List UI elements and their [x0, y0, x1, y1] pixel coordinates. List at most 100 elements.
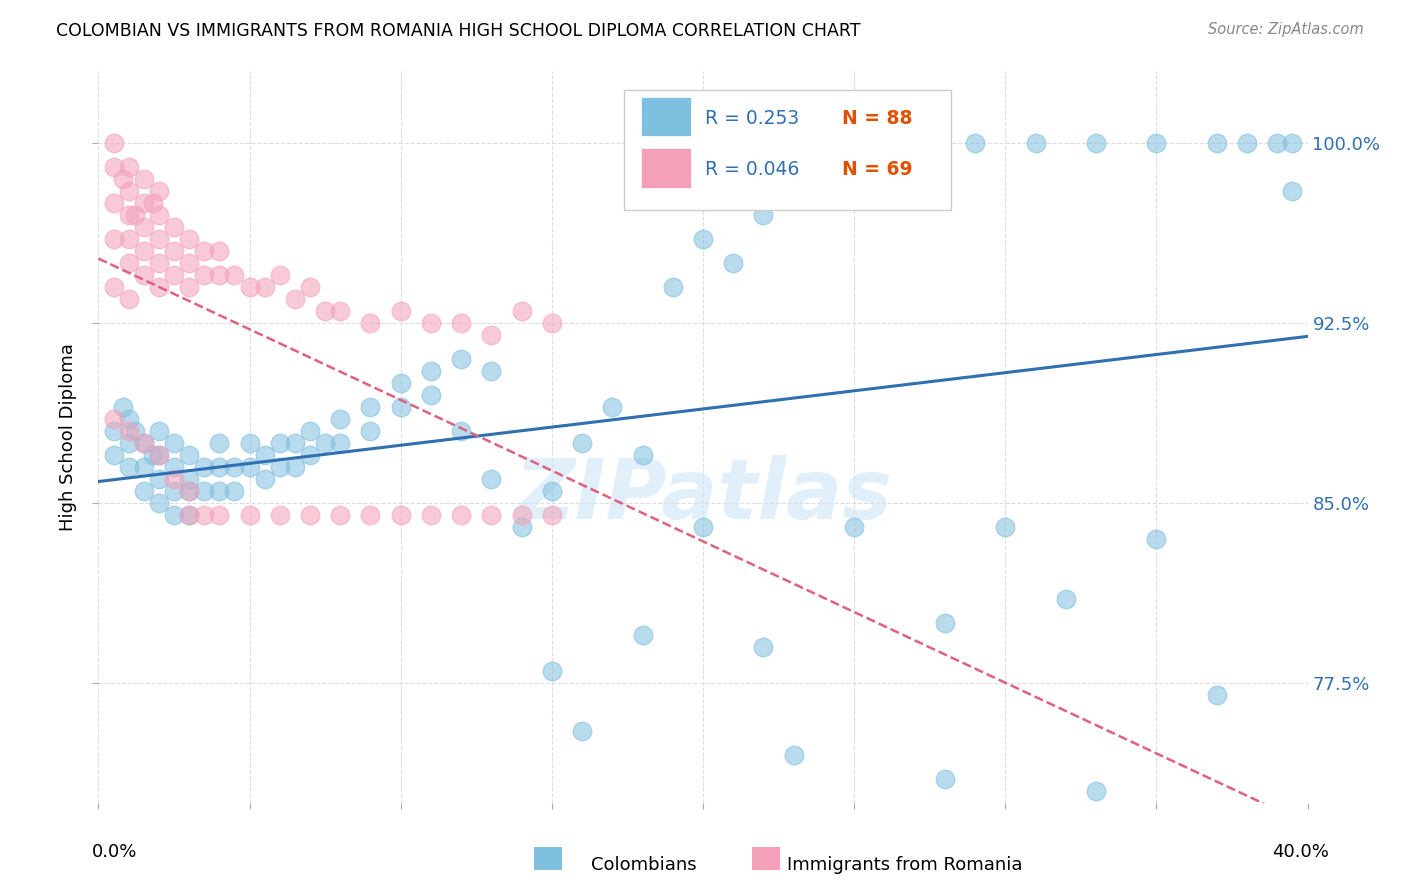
Point — [1206, 688, 1229, 702]
Point — [239, 460, 262, 475]
Point — [103, 412, 125, 426]
Point — [132, 483, 155, 498]
Point — [1144, 532, 1167, 546]
Point — [420, 508, 443, 522]
Point — [118, 208, 141, 222]
FancyBboxPatch shape — [641, 97, 690, 136]
Point — [510, 508, 533, 522]
Point — [208, 508, 231, 522]
Point — [132, 196, 155, 211]
Point — [299, 280, 322, 294]
Point — [179, 256, 201, 270]
Point — [450, 316, 472, 330]
Point — [208, 268, 231, 283]
Point — [124, 208, 146, 222]
Point — [420, 364, 443, 378]
Point — [965, 136, 987, 151]
Text: 0.0%: 0.0% — [91, 843, 136, 861]
Point — [540, 664, 562, 678]
Point — [994, 520, 1017, 534]
Point — [420, 388, 443, 402]
Point — [360, 316, 382, 330]
Point — [148, 472, 170, 486]
Point — [329, 436, 352, 450]
Point — [253, 472, 276, 486]
Point — [389, 400, 412, 414]
Point — [783, 747, 806, 762]
Point — [510, 520, 533, 534]
Point — [148, 424, 170, 438]
Point — [163, 244, 186, 259]
Point — [179, 280, 201, 294]
Point — [103, 424, 125, 438]
Point — [193, 268, 215, 283]
Point — [631, 628, 654, 642]
Point — [224, 460, 246, 475]
Point — [1236, 136, 1258, 151]
Point — [253, 280, 276, 294]
Point — [193, 244, 215, 259]
Point — [111, 400, 134, 414]
Point — [450, 424, 472, 438]
Point — [208, 483, 231, 498]
Point — [389, 304, 412, 318]
Point — [239, 508, 262, 522]
FancyBboxPatch shape — [624, 90, 950, 211]
Point — [481, 508, 503, 522]
Point — [1281, 136, 1303, 151]
Point — [132, 436, 155, 450]
Point — [1054, 591, 1077, 606]
Point — [132, 244, 155, 259]
Point — [692, 232, 714, 246]
Point — [239, 280, 262, 294]
Point — [299, 424, 322, 438]
Text: Colombians: Colombians — [591, 856, 696, 874]
Point — [844, 520, 866, 534]
Point — [420, 316, 443, 330]
Point — [481, 328, 503, 343]
Point — [1085, 784, 1108, 798]
Point — [208, 244, 231, 259]
Point — [360, 400, 382, 414]
Point — [118, 436, 141, 450]
Point — [299, 448, 322, 462]
Point — [661, 280, 683, 294]
Point — [163, 220, 186, 235]
Point — [571, 436, 593, 450]
Text: ZIPatlas: ZIPatlas — [515, 455, 891, 536]
Point — [193, 508, 215, 522]
Point — [118, 161, 141, 175]
Point — [179, 483, 201, 498]
Point — [844, 172, 866, 186]
Point — [269, 268, 291, 283]
Point — [481, 472, 503, 486]
Point — [360, 508, 382, 522]
Point — [934, 772, 956, 786]
Point — [269, 436, 291, 450]
Point — [103, 280, 125, 294]
Point — [284, 292, 307, 306]
Point — [118, 232, 141, 246]
Point — [132, 460, 155, 475]
Point — [752, 640, 775, 654]
Point — [314, 304, 336, 318]
Point — [179, 232, 201, 246]
Point — [103, 136, 125, 151]
Point — [111, 172, 134, 186]
Point — [118, 256, 141, 270]
Point — [1206, 136, 1229, 151]
Y-axis label: High School Diploma: High School Diploma — [59, 343, 77, 531]
Point — [602, 400, 624, 414]
Point — [1281, 184, 1303, 198]
Point — [193, 460, 215, 475]
Point — [193, 483, 215, 498]
Point — [142, 196, 165, 211]
Point — [329, 304, 352, 318]
Point — [450, 352, 472, 367]
Point — [124, 424, 146, 438]
Point — [163, 268, 186, 283]
FancyBboxPatch shape — [641, 148, 690, 187]
Point — [163, 483, 186, 498]
Point — [1024, 136, 1046, 151]
Point — [179, 483, 201, 498]
